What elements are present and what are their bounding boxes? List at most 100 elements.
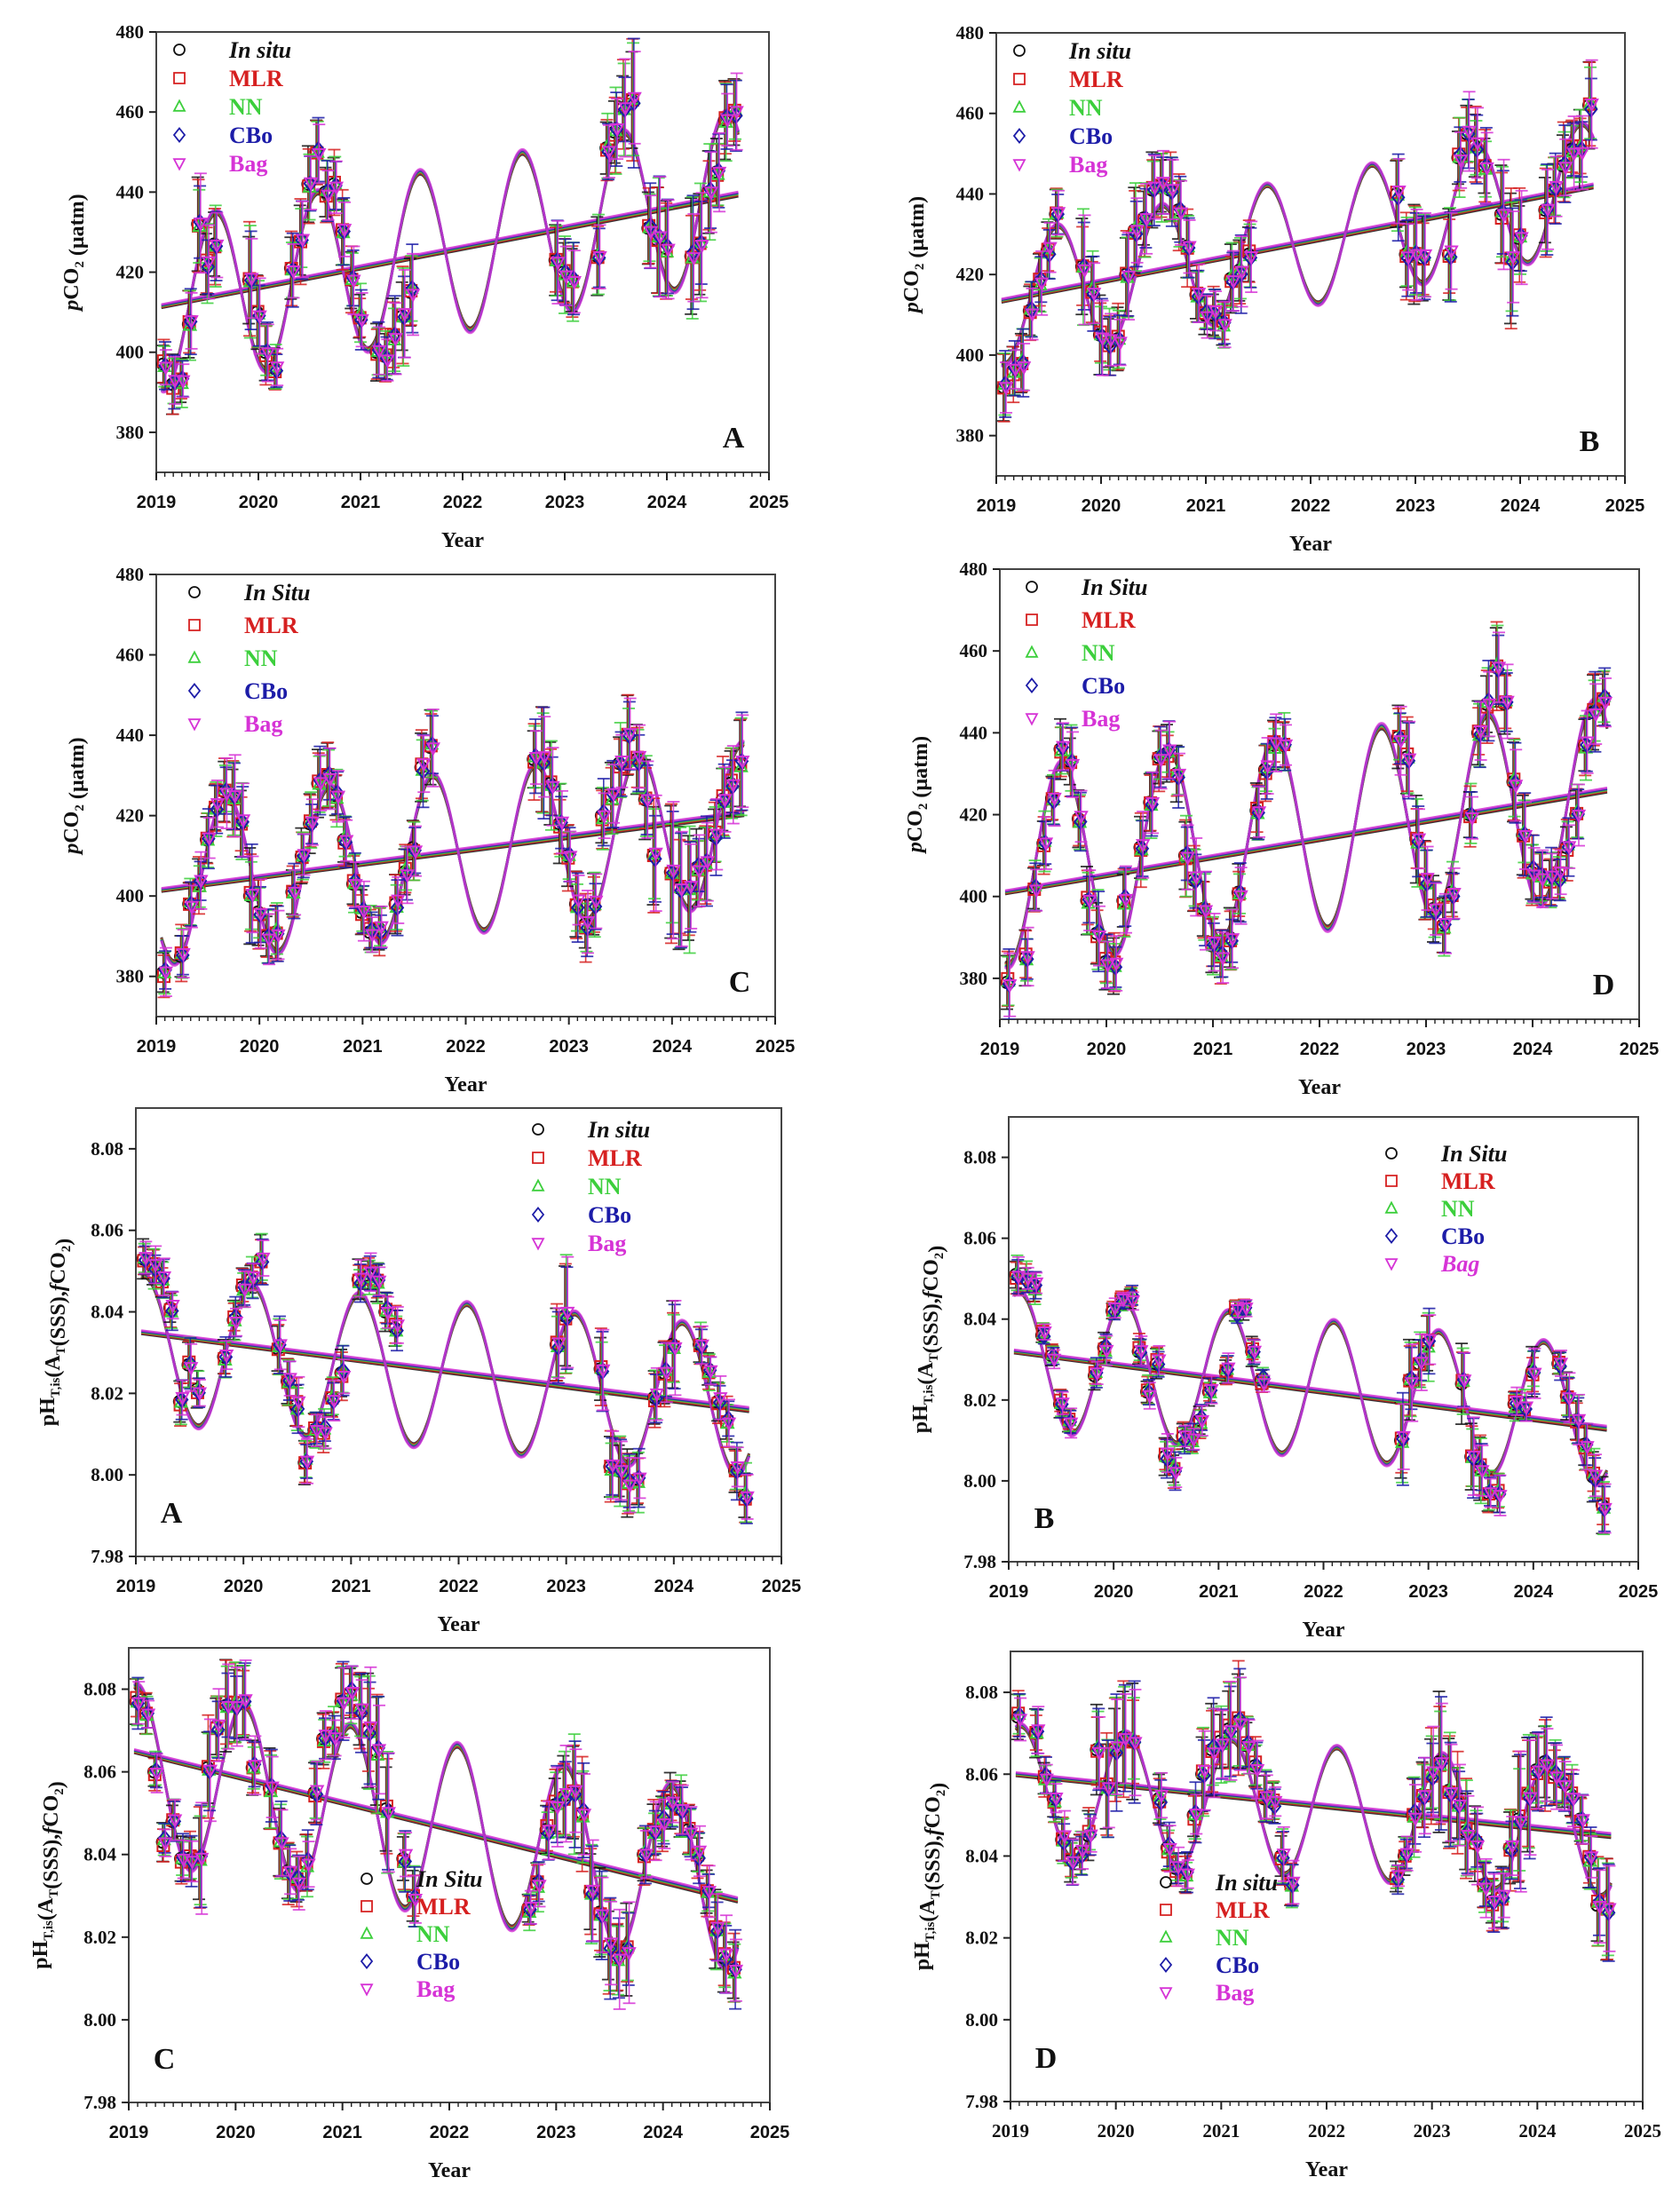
data-point — [1169, 1467, 1184, 1481]
data-point — [1047, 1353, 1062, 1368]
error-bar — [1120, 865, 1132, 934]
data-point — [694, 240, 709, 254]
x-axis: 2019 2020 2021 2022 2023 2024 2025 — [980, 1019, 1659, 1059]
y-axis: 380 400 420 440 460 480 — [116, 21, 156, 443]
x-tick-label: 2022 — [446, 1037, 486, 1057]
error-bar — [340, 819, 353, 862]
x-tick-label: 2021 — [1202, 2120, 1240, 2142]
data-point — [301, 1858, 316, 1872]
error-bar — [1410, 208, 1423, 301]
error-bar — [149, 1245, 162, 1285]
legend-item-bag: Bag — [187, 711, 282, 737]
error-bar — [252, 284, 265, 347]
data-point — [1249, 1763, 1265, 1778]
error-bar — [1181, 824, 1194, 891]
legend-item-bag: Bag — [172, 151, 267, 177]
series-bag — [1012, 1676, 1617, 1952]
error-bar — [195, 1801, 209, 1915]
data-point — [703, 1365, 718, 1380]
triangle-down-marker-icon — [1159, 1987, 1173, 2000]
circle-marker-icon — [1013, 44, 1026, 57]
data-point — [1136, 839, 1151, 853]
data-point — [1207, 1747, 1222, 1762]
error-bar — [1088, 262, 1101, 325]
x-tick-label: 2021 — [322, 2123, 362, 2142]
data-point — [709, 828, 725, 843]
data-point — [1514, 232, 1529, 246]
data-point — [1029, 884, 1044, 899]
data-point — [398, 1849, 414, 1864]
data-point — [648, 847, 663, 862]
error-bar — [1484, 1477, 1497, 1508]
error-bar — [524, 1889, 537, 1925]
error-bar — [1040, 816, 1052, 870]
data-point — [185, 1856, 200, 1870]
legend-label: CBo — [1069, 123, 1113, 149]
trend-line-bag — [1001, 182, 1594, 300]
y-tick-label: 8.04 — [963, 1309, 996, 1330]
data-point — [372, 1275, 387, 1290]
error-bar — [1135, 1335, 1148, 1366]
error-bar — [1032, 1706, 1045, 1754]
data-point — [1031, 1724, 1046, 1738]
error-bar — [1409, 1784, 1422, 1853]
error-bar — [569, 1748, 582, 1833]
error-bar — [283, 1844, 297, 1902]
data-point — [668, 1342, 683, 1357]
x-axis: 2019 2020 2021 2022 2023 2024 2025 — [109, 2102, 789, 2142]
error-bar — [1419, 212, 1432, 298]
error-bar — [695, 1325, 709, 1366]
error-bar — [1400, 1835, 1414, 1872]
data-point — [589, 895, 604, 910]
y-tick-label: 420 — [116, 805, 145, 827]
legend-item-cbo: CBo — [1159, 1952, 1259, 1978]
x-tick-label: 2022 — [1304, 1582, 1343, 1602]
error-bar — [1000, 361, 1013, 414]
data-point — [1256, 1378, 1272, 1392]
error-bar — [417, 734, 431, 794]
error-bar — [314, 754, 328, 812]
error-bar — [222, 1663, 235, 1750]
data-point — [711, 166, 727, 181]
error-bar — [363, 1255, 376, 1291]
error-bar — [1532, 1732, 1545, 1809]
x-tick-label: 2020 — [1087, 1040, 1127, 1059]
data-point — [1165, 184, 1180, 198]
data-point — [329, 181, 345, 196]
data-point — [1464, 812, 1480, 827]
data-point — [1589, 709, 1604, 723]
x-tick-label: 2025 — [1605, 496, 1645, 516]
data-point — [202, 1764, 218, 1779]
error-bar — [1563, 824, 1576, 869]
data-point — [701, 1886, 717, 1900]
data-point — [721, 1417, 737, 1432]
y-axis: 380 400 420 440 460 480 — [116, 564, 156, 987]
x-tick-label: 2023 — [536, 2123, 576, 2142]
x-tick-label: 2022 — [1291, 496, 1331, 516]
error-bar — [1603, 1865, 1616, 1952]
diamond-marker-icon — [172, 127, 186, 143]
error-bar — [1200, 870, 1212, 951]
legend-item-in_situ: In situ — [1013, 38, 1131, 64]
error-bar — [1205, 1374, 1218, 1405]
error-bar — [1527, 846, 1541, 904]
legend-label: NN — [588, 1174, 622, 1199]
data-point — [1500, 695, 1515, 710]
error-bar — [220, 757, 234, 829]
error-bar — [398, 269, 411, 359]
error-bar — [389, 302, 402, 376]
error-bar — [305, 798, 319, 846]
error-bar — [337, 1667, 351, 1739]
data-point — [1225, 275, 1241, 289]
circle-marker-icon — [532, 1123, 544, 1136]
data-point — [318, 1427, 333, 1442]
data-point — [1391, 186, 1407, 200]
data-point — [210, 239, 225, 254]
data-point — [405, 289, 421, 303]
y-tick-label: 8.08 — [963, 1147, 996, 1168]
error-bar — [623, 697, 637, 770]
error-bar — [142, 1699, 155, 1729]
error-bar — [606, 1429, 620, 1500]
data-point — [1407, 1812, 1423, 1827]
error-bar — [611, 98, 624, 161]
